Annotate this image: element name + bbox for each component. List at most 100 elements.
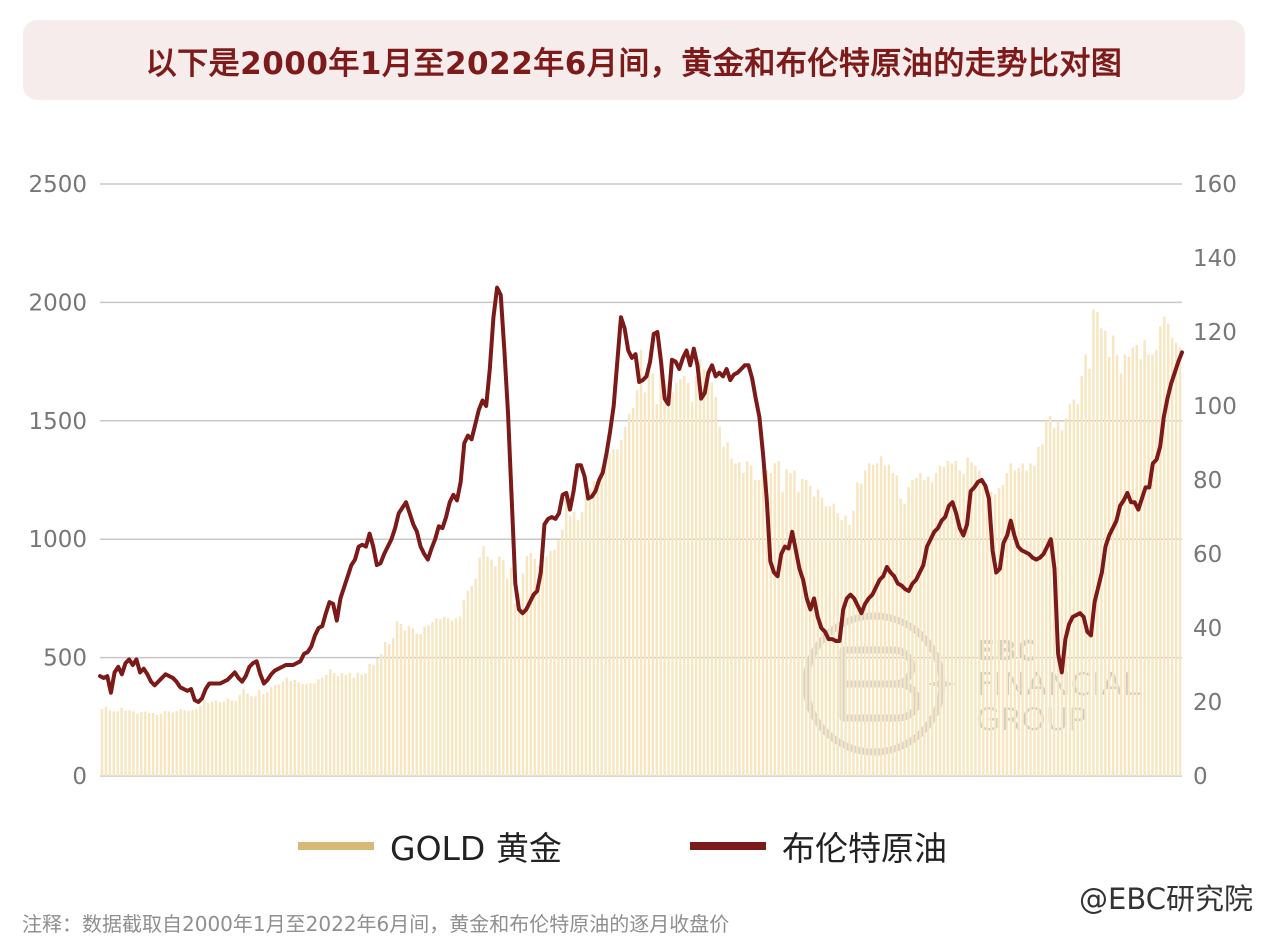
gold-bar [1021,463,1024,776]
legend-label-brent: 布伦特原油 [782,829,947,868]
gold-bar [966,457,969,776]
right-tick-label: 100 [1193,394,1237,420]
gold-bar [749,465,753,776]
gold-bar [805,480,808,776]
gold-bar [789,472,792,776]
gold-bar [726,442,729,776]
gold-bar [631,407,635,776]
gold-bar [915,477,918,776]
gold-bar [545,556,548,776]
gold-bar [1005,472,1009,776]
gold-bar [561,529,564,776]
gold-bar [1013,470,1016,776]
gold-bar [474,578,477,776]
gold-bar [852,510,855,776]
gold-bar [683,375,686,776]
gold-bar [1096,311,1099,776]
gold-bar [384,641,387,776]
gold-bar [867,463,871,776]
gold-bar [305,683,308,776]
gold-bar [395,621,399,776]
gold-bar [439,619,442,776]
gold-bar [171,712,175,776]
legend-item-gold: GOLD 黄金 [298,818,562,874]
gold-bar [151,713,155,776]
gold-bar [1167,323,1170,776]
gold-bar [816,489,820,776]
gold-bar [537,565,540,776]
gold-bar [635,390,639,776]
gold-bar [718,426,721,776]
gold-bar [911,480,914,776]
gold-bar [494,566,497,776]
gold-bar [486,556,489,776]
brent-line [98,285,1184,704]
gold-bar [462,600,466,776]
gold-bar [785,469,788,776]
gold-bar [108,710,112,776]
gold-bar [332,672,336,776]
gold-bar [962,474,965,776]
gold-bar [793,470,796,776]
gold-bar [730,458,733,776]
left-axis: 0 500 1000 1500 2000 2500 [28,172,87,790]
gold-bar [1170,337,1174,776]
gold-bar [250,696,253,776]
gold-bar [427,625,430,776]
gold-bar [380,654,383,776]
gold-bar [686,382,690,776]
gold-bar [584,496,588,776]
gold-bar [919,472,922,776]
legend-item-brent: 布伦特原油 [690,818,947,874]
gold-bar [1123,354,1127,776]
gold-bar [934,472,938,776]
gold-bar [541,544,544,776]
gold-bar [734,463,737,776]
gold-bar [639,349,643,776]
gold-bar [616,449,619,776]
gold-bar [997,488,1001,776]
right-tick-label: 120 [1193,320,1237,346]
gold-bar [1135,345,1138,776]
gold-bar [958,470,961,776]
gold-bar [411,628,415,776]
gold-bar [159,713,163,776]
gold-bar [891,472,895,776]
gold-bar [403,630,407,776]
gold-bar [258,689,261,776]
gold-bar [230,700,234,776]
gold-bar [746,461,749,776]
gold-bar [871,464,875,776]
gold-bar [549,551,552,776]
gold-bar [824,506,828,776]
gold-bar [887,464,891,776]
gold-bar [1056,420,1060,776]
gold-bar [946,461,950,776]
gold-bar [132,711,135,776]
gold-bar [753,480,757,776]
gold-bar [372,664,375,776]
gold-bar [517,593,521,776]
gold-bar [690,401,694,776]
gold-bar [856,482,859,776]
legend-label-gold: GOLD 黄金 [390,829,562,868]
gold-bar [364,673,367,776]
gold-bar [643,392,647,776]
gold-bar [415,633,418,776]
gold-bar [557,540,560,776]
gold-bar [1041,444,1044,776]
gold-bar [321,677,324,776]
gold-bar [1155,349,1158,776]
gold-bar [234,701,237,776]
gold-bar [163,711,167,776]
gold-bar [222,701,226,776]
gold-bar [572,511,576,776]
gold-bar [1131,347,1135,776]
gold-bar [1163,316,1166,776]
gold-bar [1115,354,1119,776]
right-tick-label: 140 [1193,246,1237,272]
gold-bar [576,520,580,776]
right-axis: 0 20 40 60 80 100 120 140 160 [1193,172,1237,790]
gold-bar [391,638,395,776]
gold-bar [1048,416,1052,776]
